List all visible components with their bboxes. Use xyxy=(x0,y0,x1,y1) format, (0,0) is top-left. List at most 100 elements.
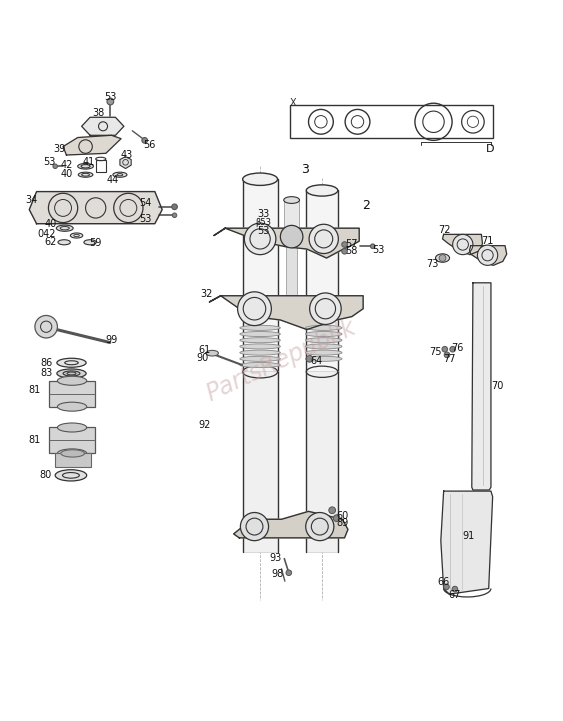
Polygon shape xyxy=(214,228,359,258)
Bar xyxy=(96,159,106,172)
Text: 53: 53 xyxy=(139,213,151,224)
Ellipse shape xyxy=(61,450,84,457)
Text: 40: 40 xyxy=(60,169,73,179)
Circle shape xyxy=(172,213,177,218)
Ellipse shape xyxy=(284,197,300,203)
Polygon shape xyxy=(443,234,482,255)
Text: β53: β53 xyxy=(256,218,271,227)
Circle shape xyxy=(53,164,57,169)
Ellipse shape xyxy=(58,240,70,245)
Text: 80: 80 xyxy=(39,470,51,480)
Bar xyxy=(49,428,95,454)
Ellipse shape xyxy=(305,350,342,355)
Polygon shape xyxy=(234,511,348,538)
Circle shape xyxy=(35,316,57,338)
Text: 42: 42 xyxy=(60,159,73,169)
Bar xyxy=(284,200,299,234)
Circle shape xyxy=(444,352,450,358)
Circle shape xyxy=(310,293,341,324)
Ellipse shape xyxy=(206,350,218,356)
Ellipse shape xyxy=(240,325,280,330)
Text: 81: 81 xyxy=(29,385,41,395)
Text: 60: 60 xyxy=(336,511,348,521)
Bar xyxy=(243,180,278,372)
Text: 43: 43 xyxy=(120,150,133,160)
Polygon shape xyxy=(441,491,493,594)
Text: 58: 58 xyxy=(345,246,358,256)
Bar xyxy=(286,234,297,296)
Ellipse shape xyxy=(305,356,342,361)
Text: 33: 33 xyxy=(257,209,270,219)
Text: 042: 042 xyxy=(38,229,56,239)
Ellipse shape xyxy=(63,371,80,376)
Text: 86: 86 xyxy=(40,358,52,368)
Text: 41: 41 xyxy=(83,157,95,167)
Polygon shape xyxy=(472,283,491,490)
Polygon shape xyxy=(82,118,124,136)
Circle shape xyxy=(306,355,313,362)
Ellipse shape xyxy=(70,233,83,238)
Text: 99: 99 xyxy=(105,335,118,345)
Circle shape xyxy=(477,245,498,265)
Bar xyxy=(290,105,493,138)
Text: 64: 64 xyxy=(310,355,323,366)
Polygon shape xyxy=(209,296,363,329)
Polygon shape xyxy=(29,192,162,224)
Ellipse shape xyxy=(240,337,280,342)
Text: 71: 71 xyxy=(481,236,494,246)
Text: 53: 53 xyxy=(43,157,56,167)
Text: 53: 53 xyxy=(257,226,270,236)
Text: X: X xyxy=(289,97,296,107)
Ellipse shape xyxy=(57,449,87,458)
Ellipse shape xyxy=(57,376,87,385)
Text: 81: 81 xyxy=(29,435,41,446)
Text: 53: 53 xyxy=(104,92,117,102)
Text: 62: 62 xyxy=(44,237,57,247)
Ellipse shape xyxy=(113,172,127,177)
Circle shape xyxy=(342,249,347,254)
Circle shape xyxy=(329,507,336,513)
Circle shape xyxy=(309,224,338,254)
Bar xyxy=(306,190,338,372)
Bar xyxy=(49,381,95,407)
Ellipse shape xyxy=(56,225,73,231)
Bar xyxy=(243,371,278,552)
Text: 39: 39 xyxy=(53,144,65,154)
Ellipse shape xyxy=(243,173,278,185)
Text: 89: 89 xyxy=(336,518,348,528)
Text: 92: 92 xyxy=(198,420,211,430)
Circle shape xyxy=(439,255,446,262)
Polygon shape xyxy=(470,246,507,265)
Text: 73: 73 xyxy=(426,259,439,269)
Text: D: D xyxy=(485,143,494,154)
Bar xyxy=(306,371,338,552)
Circle shape xyxy=(238,292,271,326)
Circle shape xyxy=(342,242,347,247)
Ellipse shape xyxy=(240,356,280,361)
Circle shape xyxy=(450,346,455,352)
Ellipse shape xyxy=(436,254,450,262)
Text: 75: 75 xyxy=(429,347,441,357)
Circle shape xyxy=(142,138,148,143)
Text: 3: 3 xyxy=(301,162,309,176)
Ellipse shape xyxy=(306,185,338,196)
Ellipse shape xyxy=(57,423,87,432)
Text: 91: 91 xyxy=(462,531,475,541)
Ellipse shape xyxy=(305,337,342,342)
Ellipse shape xyxy=(57,402,87,411)
Text: PartsRepublik: PartsRepublik xyxy=(203,315,360,406)
Text: 53: 53 xyxy=(372,244,385,255)
Ellipse shape xyxy=(240,363,280,368)
Ellipse shape xyxy=(57,369,86,378)
Circle shape xyxy=(107,98,114,105)
Circle shape xyxy=(444,584,449,590)
Ellipse shape xyxy=(305,325,342,330)
Text: 61: 61 xyxy=(198,345,211,355)
Text: 57: 57 xyxy=(345,239,358,249)
Text: 32: 32 xyxy=(200,289,213,299)
Circle shape xyxy=(286,570,292,575)
Text: 90: 90 xyxy=(196,353,209,363)
Text: 77: 77 xyxy=(443,354,455,364)
Polygon shape xyxy=(63,136,121,155)
Circle shape xyxy=(442,346,448,352)
